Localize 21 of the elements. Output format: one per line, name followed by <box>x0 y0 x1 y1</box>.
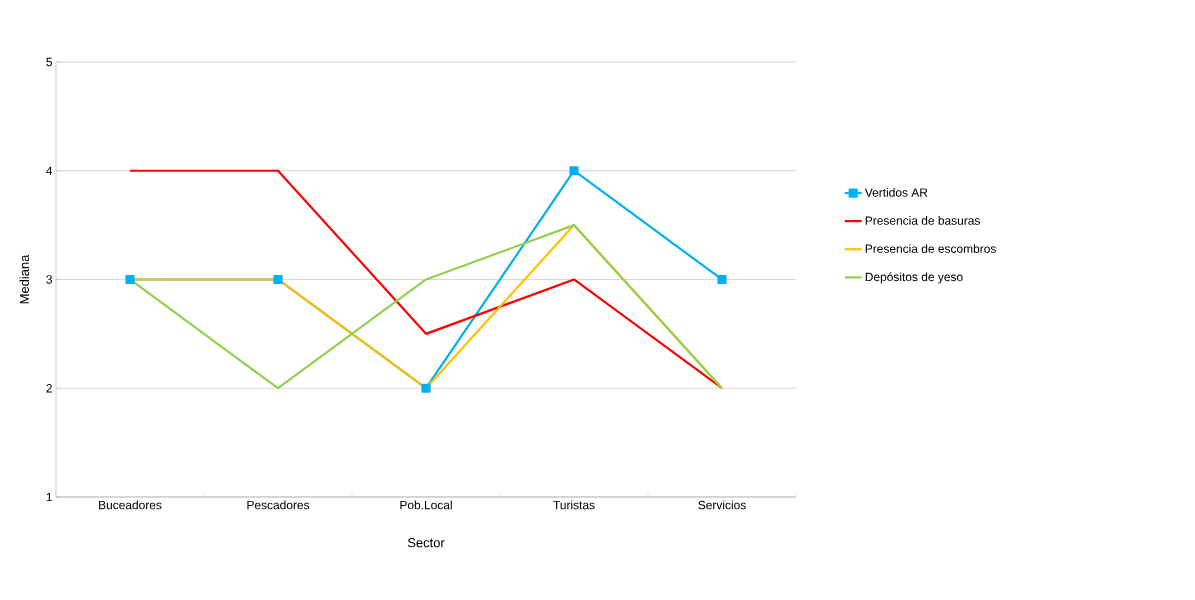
x-tick-label: Turistas <box>553 500 595 510</box>
y-tick-label: 1 <box>46 492 52 502</box>
point <box>421 383 431 393</box>
x-tick-label: Pescadores <box>247 500 310 510</box>
y-tick-label: 3 <box>46 275 52 284</box>
y-tick-label: 5 <box>46 57 52 67</box>
point <box>717 274 727 285</box>
x-axis-title: Sector <box>407 538 445 548</box>
y-axis-title: Mediana <box>19 254 29 304</box>
x-tick-label: Servicios <box>698 500 746 510</box>
x-tick-label: Buceadores <box>99 500 162 510</box>
y-tick-label: 4 <box>46 166 53 175</box>
legend-label: Presencia de basuras <box>865 216 980 225</box>
legend-label: Depósitos de yeso <box>865 272 963 284</box>
legend-label: Presencia de escombros <box>865 244 996 253</box>
point <box>273 274 283 285</box>
x-tick-label: Pob.Local <box>400 500 452 510</box>
y-tick-label: 2 <box>46 384 52 393</box>
legend-label: Vertidos AR <box>864 187 928 197</box>
point <box>125 274 135 285</box>
point <box>569 166 579 176</box>
